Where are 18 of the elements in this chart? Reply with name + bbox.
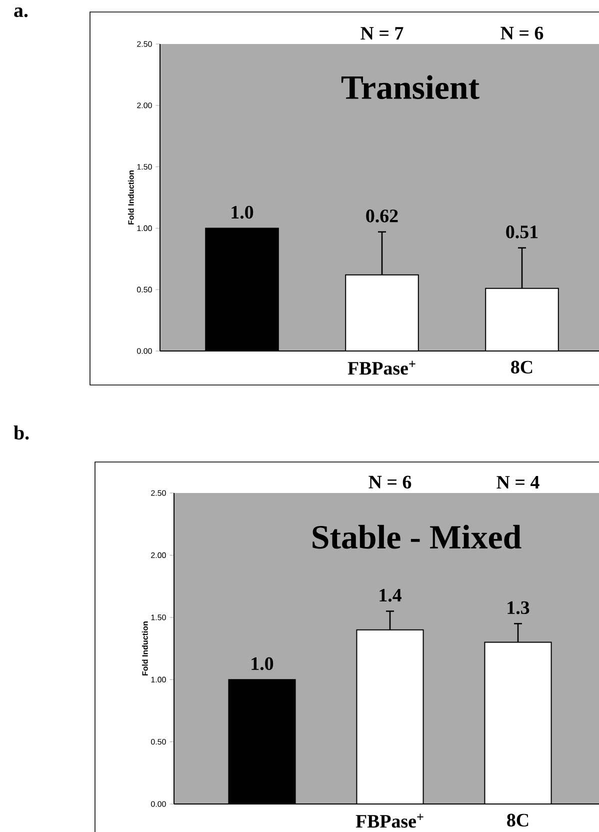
x-tick-label: FBPase$^{+}$ (356, 814, 424, 828)
x-tick-label: FBPase$^{+}$ (348, 360, 416, 375)
text: Stable - Mixed (312, 524, 522, 549)
text: Transient (341, 75, 480, 100)
data-label: 1.3 (508, 601, 530, 614)
text: N = 7 (360, 27, 404, 40)
data-label: 1.4 (380, 588, 402, 602)
text: b. (14, 426, 29, 440)
data-label: 1.0 (252, 657, 274, 670)
data-label: 1.0 (232, 206, 254, 219)
x-tick-label: 8C (511, 360, 532, 374)
text: a. (14, 8, 28, 18)
data-label: 0.51 (506, 226, 538, 238)
text: N = 6 (500, 26, 544, 40)
x-tick-label: 8C (507, 814, 528, 827)
data-label: 0.62 (366, 210, 398, 222)
text: N = 6 (368, 476, 412, 488)
text: N = 4 (496, 476, 540, 488)
